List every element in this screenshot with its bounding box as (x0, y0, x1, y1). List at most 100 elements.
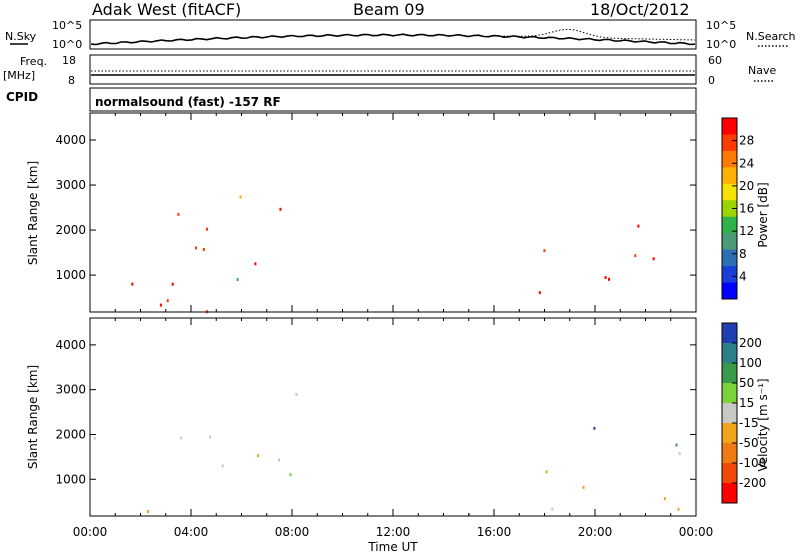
power-cell (166, 299, 169, 303)
time-tick-label: 20:00 (578, 525, 613, 539)
velocity-colorbar-swatch (722, 423, 737, 444)
velocity-colorbar-swatch (722, 323, 737, 344)
power-frame (89, 112, 697, 313)
station-title: Adak West (fitACF) (92, 0, 241, 19)
time-tick-label: 12:00 (376, 525, 411, 539)
power-ytick-label: 2000 (55, 223, 86, 237)
nave-tick-top: 60 (708, 54, 722, 67)
power-cell (279, 207, 282, 211)
power-cell (652, 257, 655, 261)
freq-tick-bottom: 8 (68, 74, 75, 87)
velocity-ytick-label: 4000 (55, 338, 86, 352)
power-cell (206, 227, 208, 231)
power-cell (202, 248, 205, 251)
velocity-colorbar-label: Velocity [m s⁻¹] (756, 378, 770, 471)
power-ytick-label: 4000 (55, 133, 86, 147)
power-cell (171, 282, 174, 286)
power-colorbar-swatch (722, 200, 737, 218)
velocity-colorbar-swatch (722, 463, 737, 484)
velocity-colorbar-label: 50 (739, 376, 754, 390)
time-tick-label: 04:00 (174, 525, 209, 539)
velocity-cell (582, 485, 585, 489)
velocity-colorbar-swatch (722, 443, 737, 464)
cpid-text: normalsound (fast) -157 RF (95, 95, 281, 109)
velocity-colorbar-swatch (722, 403, 737, 424)
time-tick-label: 08:00 (275, 525, 310, 539)
power-ylabel: Slant Range [km] (26, 161, 40, 265)
freq-panel: Freq. [MHz] 18 8 60 0 Nave (3, 54, 776, 87)
velocity-cell (289, 473, 292, 477)
power-colorbar-label: 28 (739, 134, 754, 148)
power-colorbar-swatch (722, 233, 737, 251)
velocity-colorbar-label: -100 (739, 456, 766, 470)
time-tick-label: 16:00 (477, 525, 512, 539)
velocity-cell (93, 436, 96, 440)
time-tick-label: 00:00 (679, 525, 714, 539)
nsky-panel: N.Sky 10^5 10^0 10^5 10^0 N.Search (5, 19, 796, 51)
velocity-cell (678, 452, 681, 456)
velocity-colorbar-label: 100 (739, 356, 762, 370)
power-cell (604, 276, 607, 280)
date-title: 18/Oct/2012 (590, 0, 690, 19)
power-cell (634, 254, 637, 258)
power-colorbar-swatch (722, 118, 737, 135)
nsearch-tick-top: 10^5 (706, 19, 736, 32)
velocity-cell (147, 510, 150, 513)
velocity-panel: 1000 2000 3000 4000 Slant Range [km] 200 100… (26, 317, 770, 517)
velocity-colorbar-swatch (722, 383, 737, 404)
power-cell (608, 277, 610, 281)
velocity-colorbar-label: -200 (739, 476, 766, 490)
velocity-colorbar-swatch (722, 363, 737, 384)
velocity-cell (664, 497, 666, 501)
power-scatter (131, 195, 655, 314)
velocity-colorbar-label: -50 (739, 436, 759, 450)
velocity-cell (257, 454, 259, 458)
power-colorbar-swatch (722, 183, 737, 201)
velocity-cell (545, 470, 548, 474)
power-colorbar-swatch (722, 266, 737, 284)
velocity-cell (677, 507, 680, 511)
power-colorbar-swatch (722, 167, 737, 185)
cpid-panel: CPID normalsound (fast) -157 RF (6, 87, 697, 112)
velocity-scatter (93, 392, 681, 516)
velocity-cell (675, 443, 678, 447)
freq-unit-label: [MHz] (3, 69, 35, 82)
velocity-cell (468, 513, 471, 516)
nsky-frame (89, 19, 697, 50)
power-cell (538, 291, 541, 295)
velocity-ytick-label: 1000 (55, 472, 86, 486)
nsky-series (90, 33, 696, 46)
velocity-cell (278, 458, 280, 462)
power-cell (637, 224, 640, 228)
freq-frame (89, 54, 697, 85)
power-ytick-label: 1000 (55, 268, 86, 282)
nave-label: Nave (748, 64, 776, 77)
power-panel: 1000 2000 3000 4000 Slant Range [km] 28 24 20… (26, 112, 770, 314)
power-colorbar-label: 4 (739, 269, 747, 283)
power-colorbar-label: Power [dB] (756, 182, 770, 247)
x-axis-title: Time UT (367, 540, 418, 554)
velocity-cell (551, 507, 554, 511)
power-cell (254, 262, 257, 266)
velocity-colorbar-swatch (722, 343, 737, 364)
power-colorbar-swatch (722, 134, 737, 152)
velocity-colorbar-label: 15 (739, 396, 754, 410)
power-colorbar-label: 20 (739, 179, 754, 193)
nsearch-tick-bottom: 10^0 (706, 38, 736, 51)
velocity-cell (295, 392, 298, 396)
nsky-tick-bottom: 10^0 (52, 38, 82, 51)
power-colorbar-swatch (722, 282, 737, 300)
nsky-tick-top: 10^5 (52, 19, 82, 32)
power-cell (236, 278, 239, 281)
power-cell (239, 195, 242, 199)
time-tick-label: 00:00 (73, 525, 108, 539)
freq-label: Freq. (20, 55, 47, 68)
power-ytick-label: 3000 (55, 178, 86, 192)
power-colorbar-swatch (722, 249, 737, 267)
nave-tick-bottom: 0 (708, 74, 715, 87)
power-colorbar-label: 16 (739, 202, 754, 216)
velocity-ytick-label: 2000 (55, 427, 86, 441)
power-colorbar-swatch (722, 150, 737, 168)
nsearch-label: N.Search (746, 30, 796, 43)
